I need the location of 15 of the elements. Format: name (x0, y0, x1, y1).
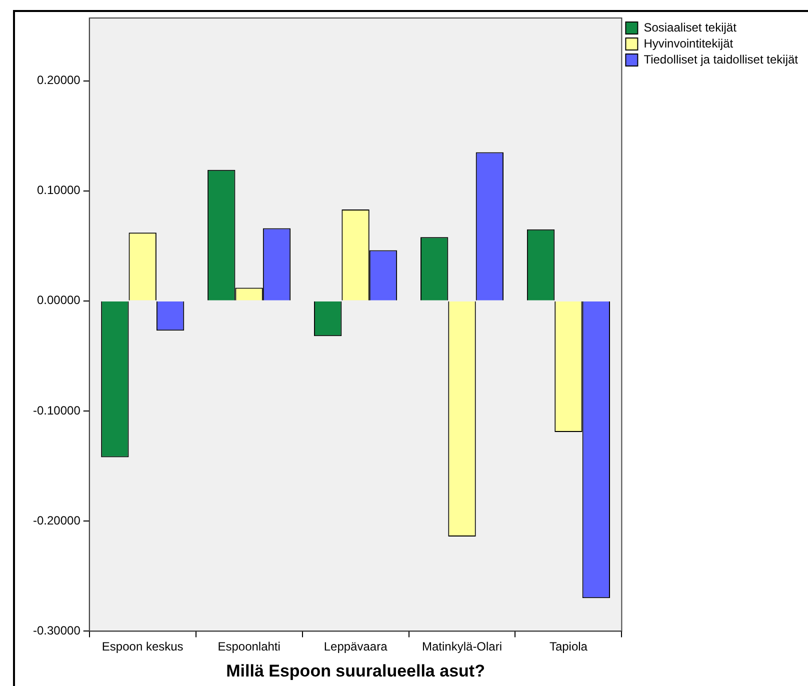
legend-label: Sosiaaliset tekijät (644, 20, 738, 34)
legend-label: Hyvinvointitekijät (644, 36, 734, 50)
x-tick-label: Tapiola (549, 640, 588, 654)
x-tick-label: Leppävaara (324, 640, 388, 654)
legend-label: Tiedolliset ja taidolliset tekijät (644, 52, 799, 66)
y-tick-label: 0.00000 (36, 293, 81, 308)
y-tick-label: 0.10000 (36, 183, 81, 198)
y-tick-label: 0.20000 (36, 73, 81, 88)
y-tick-label: -0.30000 (33, 624, 81, 638)
y-tick-label: -0.10000 (33, 403, 81, 418)
x-tick-label: Espoonlahti (218, 640, 280, 654)
x-axis-title: Millä Espoon suuralueella asut? (226, 661, 485, 680)
x-tick-label: Espoon keskus (102, 640, 184, 654)
x-tick-label: Matinkylä-Olari (422, 640, 502, 654)
y-tick-label: -0.20000 (33, 513, 81, 528)
